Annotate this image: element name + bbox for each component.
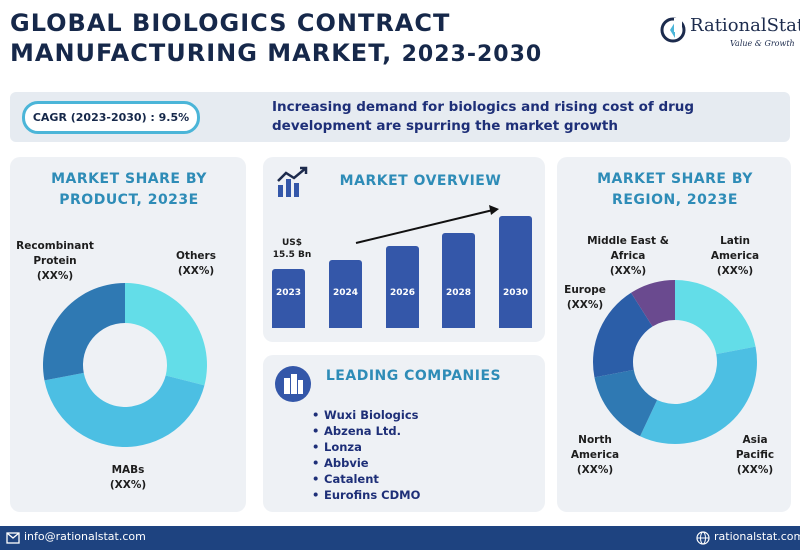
label-middle-east-africa: Middle East & Africa (XX%) [583, 234, 673, 279]
region-share-heading: MARKET SHARE BY REGION, 2023E [597, 171, 753, 208]
donut-slice-middle-east-africa [631, 280, 675, 327]
label-europe-name: Europe [564, 284, 606, 296]
list-item: • Catalent [312, 472, 379, 486]
bar-year-label: 2024 [332, 287, 359, 298]
companies-list: • Wuxi Biologics • Abzena Ltd. • Lonza • Abb… [312, 407, 420, 503]
logo-tagline: Value & Growth [730, 39, 795, 48]
leading-companies-card: LEADING COMPANIES [263, 355, 545, 512]
value-label-amount: 15.5 Bn [272, 250, 312, 260]
label-na-line2: America [570, 449, 620, 461]
market-overview-heading: MARKET OVERVIEW [339, 173, 502, 189]
label-mea-line2: Africa [610, 250, 646, 262]
donut-slice-latin-america [675, 280, 756, 355]
company-name: Abbvie [324, 456, 369, 470]
bar-year-label: 2030 [502, 288, 529, 298]
growth-chart-icon [277, 166, 308, 197]
region-share-card: MARKET SHARE BY REGION, 2023E Middle Eas… [557, 157, 791, 512]
label-apac-value: (XX%) [736, 464, 774, 476]
title-line-1: GLOBAL BIOLOGICS CONTRACT [10, 9, 451, 37]
donut-slice-mabs [44, 372, 205, 447]
list-item: • Lonza [312, 440, 362, 454]
bar-2026: 2026 [386, 246, 419, 328]
globe-icon [696, 531, 710, 545]
label-recombinant-line2: Protein [33, 255, 77, 267]
footer: info@rationalstat.com rationalstat.com [0, 526, 800, 550]
title-line-2: MANUFACTURING MARKET, [10, 39, 393, 67]
company-name: Wuxi Biologics [324, 408, 419, 422]
list-item: • Abbvie [312, 456, 369, 470]
footer-website[interactable]: rationalstat.com [714, 530, 800, 543]
label-others-value: (XX%) [177, 265, 215, 277]
list-item: • Wuxi Biologics [312, 408, 419, 422]
product-share-card: MARKET SHARE BY PRODUCT, 2023E Recombina… [10, 157, 246, 512]
label-mea-line1: Middle East & [587, 235, 669, 247]
value-label: US$ 15.5 Bn [270, 237, 314, 261]
company-name: Eurofins CDMO [324, 488, 421, 502]
label-recombinant-value: (XX%) [36, 270, 74, 282]
rationalstat-logo: RationalStat Value & Growth [660, 12, 800, 52]
label-latam-value: (XX%) [716, 265, 754, 277]
label-asia-pacific: Asia Pacific (XX%) [727, 433, 783, 478]
donut-slice-europe [593, 292, 653, 378]
label-latam-line2: America [710, 250, 760, 262]
company-name: Lonza [324, 440, 362, 454]
label-north-america: North America (XX%) [562, 433, 628, 478]
label-na-line1: North [578, 434, 612, 446]
bar-2024: 2024 [329, 259, 362, 328]
label-latin-america: Latin America (XX%) [705, 234, 765, 279]
label-apac-line1: Asia [742, 434, 768, 446]
label-recombinant-line1: Recombinant [16, 240, 94, 252]
product-donut-chart [42, 283, 207, 447]
donut-slice-others [125, 283, 207, 386]
cagr-badge: CAGR (2023-2030) : 9.5% [22, 101, 200, 134]
label-mabs-value: (XX%) [109, 479, 147, 491]
label-others-name: Others [176, 250, 216, 262]
bar-2028: 2028 [442, 233, 475, 328]
label-mabs-name: MABs [111, 464, 145, 476]
donut-slice-recombinant-protein [42, 283, 125, 381]
leading-companies-heading: LEADING COMPANIES [325, 368, 502, 384]
company-name: Catalent [324, 472, 379, 486]
bar-year-label: 2023 [275, 287, 302, 298]
label-others: Others (XX%) [161, 249, 231, 279]
list-item: • Eurofins CDMO [312, 488, 421, 502]
label-latam-line1: Latin [720, 235, 750, 247]
buildings-icon [275, 366, 311, 402]
company-name: Abzena Ltd. [324, 424, 402, 438]
bar-2023: 2023 [272, 269, 305, 328]
label-apac-line2: Pacific [735, 449, 775, 461]
trend-arrow [355, 205, 499, 244]
logo-name: RationalStat [690, 15, 800, 36]
bar-2030: 2030 [499, 216, 532, 328]
title-line-2-wrap: MANUFACTURING MARKET, 2023-2030 [10, 38, 610, 70]
cagr-banner: CAGR (2023-2030) : 9.5% Increasing deman… [10, 92, 790, 142]
value-label-currency: US$ [281, 238, 303, 248]
footer-email[interactable]: info@rationalstat.com [24, 530, 146, 543]
label-europe-value: (XX%) [566, 299, 604, 311]
bar-year-label: 2028 [445, 287, 472, 298]
label-europe: Europe (XX%) [560, 283, 610, 313]
page-title: GLOBAL BIOLOGICS CONTRACT MANUFACTURING … [10, 8, 610, 70]
overview-bar-chart: 2023 2024 2026 2028 2030 [263, 157, 545, 342]
donut-slice-north-america [594, 369, 658, 437]
label-na-value: (XX%) [576, 464, 614, 476]
rationalstat-logo-icon [660, 17, 686, 43]
region-donut-chart [593, 280, 757, 444]
label-recombinant-protein: Recombinant Protein (XX%) [10, 239, 100, 284]
banner-tagline: Increasing demand for biologics and risi… [272, 99, 695, 134]
mail-icon [6, 532, 20, 544]
list-item: • Abzena Ltd. [312, 424, 402, 438]
label-mabs: MABs (XX%) [88, 463, 168, 493]
title-years: 2023-2030 [401, 42, 543, 67]
market-overview-card: MARKET OVERVIEW US$ 15.5 Bn 2023 2024 2026… [263, 157, 545, 342]
label-mea-value: (XX%) [609, 265, 647, 277]
product-share-heading: MARKET SHARE BY PRODUCT, 2023E [51, 171, 207, 208]
bar-year-label: 2026 [389, 287, 416, 298]
donut-slice-asia-pacific [640, 346, 757, 444]
